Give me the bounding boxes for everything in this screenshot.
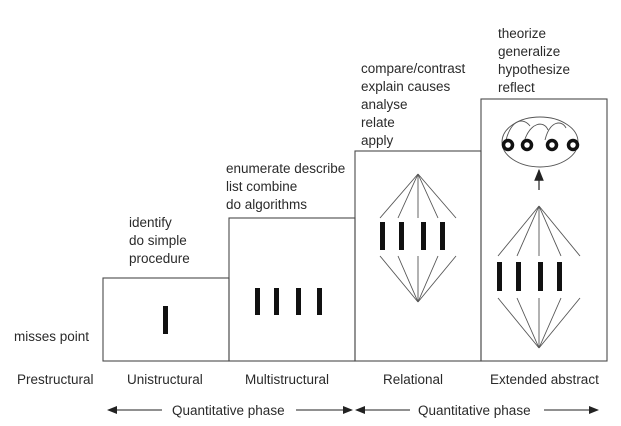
prestructural-verbs: misses point: [14, 329, 89, 344]
multistructural-box: [228, 217, 356, 362]
relational-lower-fan: [379, 255, 457, 303]
level-name-multistructural: Multistructural: [245, 372, 329, 387]
extended-abstract-upper-fan: [497, 205, 581, 257]
level-name-extended-abstract: Extended abstract: [490, 372, 599, 387]
relational-idea-bars: [380, 222, 445, 250]
unistructural-verbs: identify do simple procedure: [129, 215, 191, 266]
level-name-unistructural: Unistructural: [127, 372, 203, 387]
relational-upper-fan: [379, 173, 457, 219]
extended-abstract-box: [480, 98, 608, 362]
level-name-prestructural: Prestructural: [17, 372, 94, 387]
relational-verbs: compare/contrast explain causes analyse …: [361, 61, 469, 148]
extended-abstract-idea-bars: [497, 262, 562, 291]
extended-abstract-lower-fan: [497, 297, 581, 349]
phase-1-label: Quantitative phase: [172, 403, 285, 418]
extended-abstract-verbs: theorize generalize hypothesize reflect: [498, 26, 574, 95]
multistructural-idea-bars: [255, 288, 322, 315]
extended-abstract-rings: [501, 138, 580, 152]
level-name-relational: Relational: [383, 372, 443, 387]
unistructural-idea-bar: [163, 306, 168, 334]
phase-2-label: Quantitative phase: [418, 403, 531, 418]
multistructural-verbs: enumerate describe list combine do algor…: [226, 161, 349, 212]
